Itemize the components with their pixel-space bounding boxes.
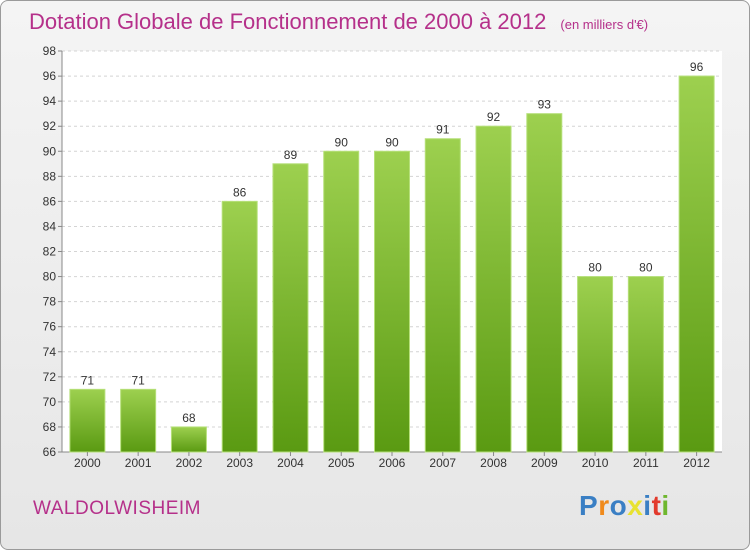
logo-letter: x [627, 490, 644, 521]
bar [577, 276, 614, 453]
data-label: 89 [284, 148, 298, 162]
logo-letter: i [643, 490, 652, 521]
data-label: 90 [385, 135, 399, 149]
bar [69, 388, 106, 453]
bar [627, 276, 664, 453]
data-label: 93 [538, 98, 552, 112]
data-label: 80 [588, 261, 602, 275]
bar [526, 113, 563, 453]
x-tick-label: 2002 [176, 456, 203, 470]
bar [475, 125, 512, 453]
x-tick-label: 2009 [531, 456, 558, 470]
y-tick-label: 84 [43, 219, 57, 233]
data-label: 68 [182, 411, 196, 425]
chart-title: Dotation Globale de Fonctionnement de 20… [29, 9, 648, 35]
y-tick-label: 74 [43, 345, 57, 359]
bar [221, 200, 258, 453]
logo-letter: P [579, 490, 599, 521]
x-tick-label: 2012 [683, 456, 710, 470]
x-tick-label: 2004 [277, 456, 304, 470]
logo-letter: o [609, 490, 628, 521]
bar [272, 163, 309, 453]
data-label: 80 [639, 261, 653, 275]
logo-letter: r [598, 490, 610, 521]
y-tick-label: 78 [43, 295, 57, 309]
bar [120, 388, 157, 453]
y-tick-label: 90 [43, 144, 57, 158]
bar [678, 75, 715, 453]
y-tick-label: 72 [43, 370, 57, 384]
x-tick-label: 2006 [379, 456, 406, 470]
place-name: WALDOLWISHEIM [33, 498, 202, 519]
x-tick-label: 2005 [328, 456, 355, 470]
y-tick-label: 80 [43, 270, 57, 284]
y-tick-label: 66 [43, 445, 57, 459]
x-tick-label: 2011 [633, 456, 659, 470]
chart-subtitle: (en milliers d'€) [560, 17, 649, 32]
x-tick-label: 2008 [480, 456, 507, 470]
y-tick-label: 68 [43, 420, 57, 434]
y-tick-label: 70 [43, 395, 57, 409]
y-tick-label: 76 [43, 320, 57, 334]
data-label: 86 [233, 185, 247, 199]
data-label: 91 [436, 123, 450, 137]
bar [424, 138, 461, 453]
logo-letter: t [651, 490, 662, 521]
y-tick-label: 88 [43, 169, 57, 183]
data-label: 71 [81, 373, 95, 387]
y-tick-label: 82 [43, 245, 57, 259]
proxiti-logo: Proxiti [579, 490, 670, 522]
y-tick-label: 92 [43, 119, 57, 133]
data-label: 71 [131, 373, 145, 387]
x-tick-label: 2007 [429, 456, 456, 470]
bar [323, 150, 360, 453]
y-tick-label: 96 [43, 69, 57, 83]
data-label: 96 [690, 60, 704, 74]
y-tick-label: 94 [43, 94, 57, 108]
y-tick-label: 86 [43, 194, 57, 208]
logo-letter: i [661, 490, 670, 521]
x-tick-label: 2001 [125, 456, 152, 470]
data-label: 90 [335, 135, 349, 149]
bar [374, 150, 410, 453]
x-tick-label: 2003 [226, 456, 253, 470]
y-tick-label: 98 [43, 44, 57, 58]
x-tick-label: 2000 [74, 456, 101, 470]
data-label: 92 [487, 110, 501, 124]
bar [170, 426, 207, 453]
chart-title-text: Dotation Globale de Fonctionnement de 20… [29, 9, 547, 34]
x-tick-label: 2010 [582, 456, 609, 470]
